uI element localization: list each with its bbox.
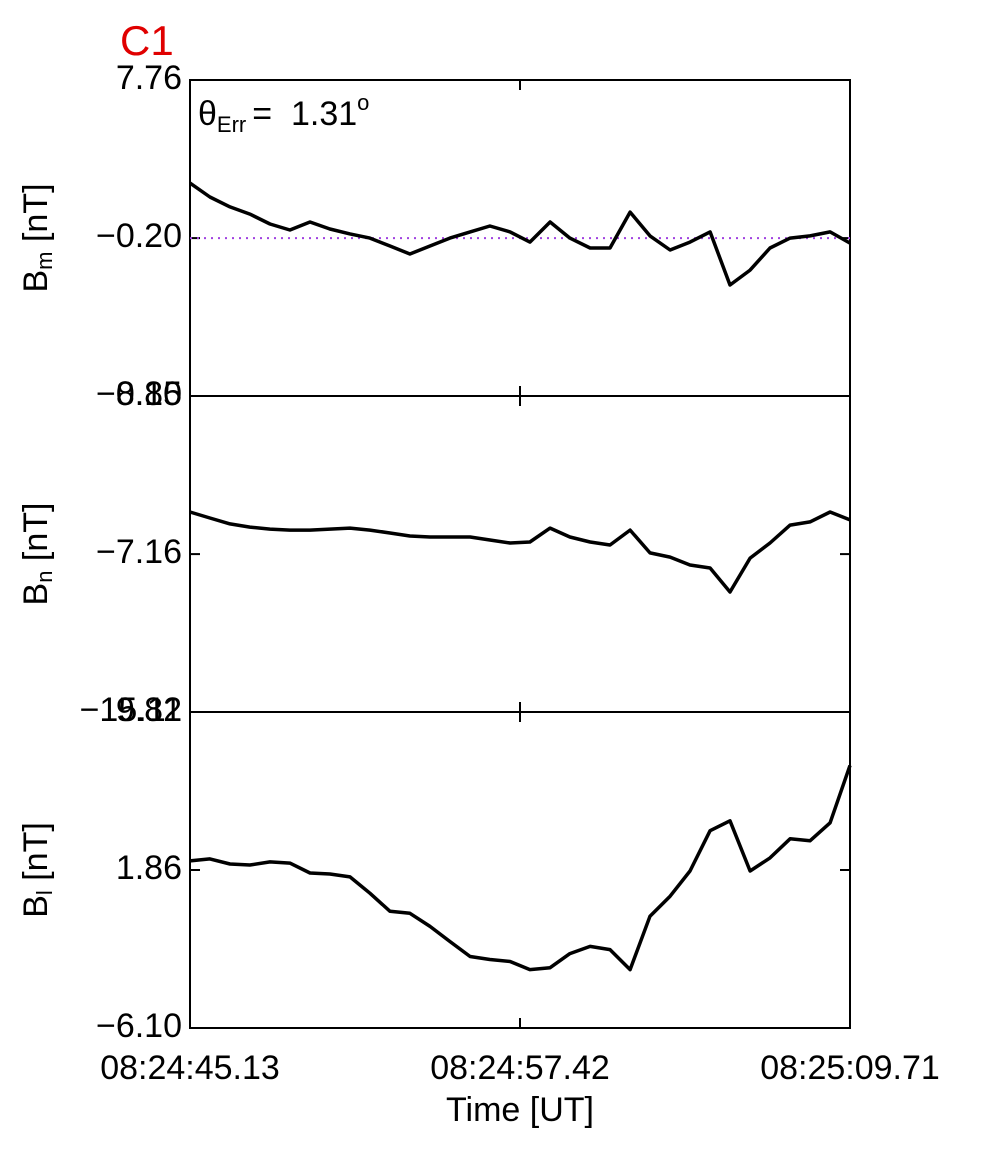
y-tick-label: −8.15 <box>96 375 182 413</box>
y-tick-label: −15.11 <box>80 691 182 729</box>
x-tick-label: 08:24:57.42 <box>430 1049 610 1087</box>
y-tick-label: −7.16 <box>96 533 182 571</box>
y-label-subscript: l <box>32 890 57 895</box>
y-axis-label: Bn [nT] <box>17 503 57 606</box>
y-label-symbol: B <box>17 583 55 606</box>
annotation-superscript: o <box>357 90 369 115</box>
y-label-unit: [nT] <box>17 183 55 251</box>
data-line <box>188 181 851 287</box>
data-line <box>189 510 851 594</box>
y-tick-label: 7.76 <box>116 59 182 97</box>
y-axis-label: Bm [nT] <box>17 183 57 292</box>
annotation-subscript: Err <box>217 112 246 137</box>
y-label-subscript: n <box>32 571 57 583</box>
y-label-symbol: B <box>17 895 55 918</box>
x-axis-label: Time [UT] <box>446 1091 594 1129</box>
annotation: θErr = 1.31o <box>198 90 369 137</box>
y-label-unit: [nT] <box>17 822 55 890</box>
annotation-text: = 1.31 <box>252 95 357 133</box>
chart-title: C1 <box>120 17 174 64</box>
annotation-symbol: θ <box>198 95 217 133</box>
y-label-symbol: B <box>17 270 55 293</box>
plot-frame <box>189 395 851 713</box>
y-tick-label: −6.10 <box>96 1007 182 1045</box>
y-label-unit: [nT] <box>17 503 55 571</box>
y-tick-label: −0.20 <box>96 217 182 255</box>
y-tick-label: 0.80 <box>116 375 182 413</box>
y-tick-label: 1.86 <box>116 849 182 887</box>
x-tick-label: 08:24:45.13 <box>100 1049 280 1087</box>
y-label-subscript: m <box>32 252 57 270</box>
x-tick-label: 08:25:09.71 <box>760 1049 940 1087</box>
y-axis-label: Bl [nT] <box>17 822 57 918</box>
y-tick-label: 9.82 <box>116 691 182 729</box>
data-line <box>189 764 852 972</box>
